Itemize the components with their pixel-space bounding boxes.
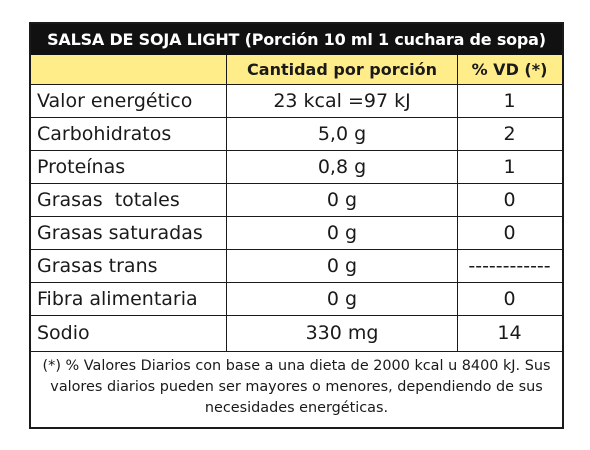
table-row: Grasas totales 0 g 0 (31, 184, 562, 217)
column-divider (226, 55, 227, 352)
nutrient-daily-value: 14 (497, 322, 522, 344)
nutrient-amount: 0 g (326, 222, 358, 244)
nutrient-name: Grasas trans (37, 255, 158, 277)
nutrient-daily-value: 1 (503, 156, 516, 178)
table-row: Sodio 330 mg 14 (31, 316, 562, 352)
table-row: Grasas trans 0 g ------------ (31, 250, 562, 283)
nutrient-amount: 23 kcal =97 kJ (273, 90, 411, 112)
nutrient-amount: 5,0 g (317, 123, 367, 145)
nutrient-name: Sodio (37, 322, 90, 344)
daily-value-footnote: (*) % Valores Diarios con base a una die… (42, 358, 551, 416)
nutrient-name: Grasas totales (37, 189, 180, 211)
nutrition-facts-label: SALSA DE SOJA LIGHT (Porción 10 ml 1 cuc… (29, 22, 564, 429)
nutrient-name: Carbohidratos (37, 123, 172, 145)
nutrient-name: Proteínas (37, 156, 126, 178)
nutrient-daily-value: 0 (503, 222, 516, 244)
nutrient-amount: 0 g (326, 189, 358, 211)
nutrient-name: Valor energético (37, 90, 193, 112)
column-divider (457, 55, 458, 352)
nutrient-daily-value: 1 (503, 90, 516, 112)
nutrient-amount: 330 mg (305, 322, 379, 344)
nutrient-daily-value: ------------ (468, 255, 551, 277)
nutrient-daily-value: 0 (503, 288, 516, 310)
table-row: Carbohidratos 5,0 g 2 (31, 118, 562, 151)
nutrient-amount: 0 g (326, 255, 358, 277)
nutrient-name: Grasas saturadas (37, 222, 203, 244)
nutrient-amount: 0 g (326, 288, 358, 310)
column-header-amount: Cantidad por porción (247, 60, 437, 79)
label-title: SALSA DE SOJA LIGHT (Porción 10 ml 1 cuc… (31, 24, 562, 55)
nutrient-daily-value: 2 (503, 123, 516, 145)
table-row: Valor energético 23 kcal =97 kJ 1 (31, 85, 562, 118)
nutrient-daily-value: 0 (503, 189, 516, 211)
table-row: Proteínas 0,8 g 1 (31, 151, 562, 184)
nutrient-amount: 0,8 g (317, 156, 367, 178)
table-header-row: Cantidad por porción % VD (*) (31, 55, 562, 85)
nutrient-name: Fibra alimentaria (37, 288, 198, 310)
table-row: Grasas saturadas 0 g 0 (31, 217, 562, 250)
column-header-daily-value: % VD (*) (471, 60, 548, 79)
table-row: Fibra alimentaria 0 g 0 (31, 283, 562, 316)
